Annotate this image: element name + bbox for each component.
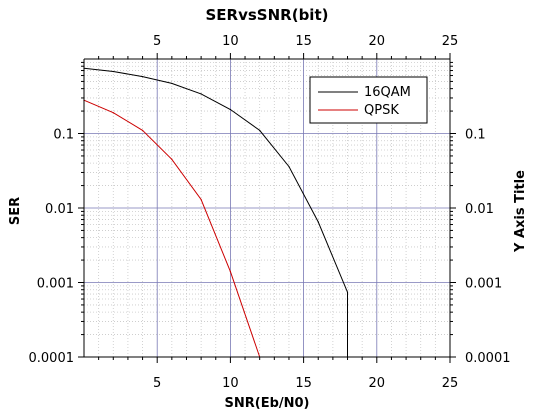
data-point-qpsk [112, 112, 114, 114]
y-tick-label-left: 0.001 [37, 277, 74, 292]
data-point-16qam [259, 129, 261, 132]
data-point-qpsk [141, 129, 144, 132]
x-tick-label-bottom: 10 [222, 376, 239, 391]
series-line-qpsk [83, 99, 261, 358]
x-tick-label-top: 20 [369, 34, 386, 49]
x-tick-label-bottom: 25 [442, 376, 459, 391]
x-tick-label-top: 25 [442, 34, 459, 49]
legend-label-16qam: 16QAM [364, 85, 411, 100]
y-tick-label-left: 0.1 [53, 128, 74, 143]
x-tick-label-bottom: 5 [153, 376, 161, 391]
legend: 16QAM QPSK [309, 76, 428, 124]
legend-label-qpsk: QPSK [364, 103, 399, 118]
y-tick-label-left: 0.01 [45, 202, 74, 217]
data-point-16qam [141, 76, 144, 78]
y-tick-label-left: 0.0001 [29, 351, 75, 366]
x-tick-label-top: 5 [153, 34, 161, 49]
legend-box [309, 76, 428, 124]
data-point-qpsk [229, 271, 231, 273]
x-tick-label-bottom: 15 [295, 376, 312, 391]
y-axis-title: SER [8, 197, 23, 225]
x-tick-label-top: 15 [295, 34, 312, 49]
y-tick-label-right: 0.0001 [465, 351, 511, 366]
x-tick-label-top: 10 [222, 34, 239, 49]
chart-title: SERvsSNR(bit) [206, 6, 329, 24]
y-tick-label-right: 0.1 [465, 128, 486, 143]
y-tick-label-right: 0.01 [465, 202, 494, 217]
data-point-16qam [317, 221, 319, 223]
data-point-16qam [200, 93, 202, 95]
y2-axis-title: Y Axis Title [513, 170, 528, 253]
x-tick-label-bottom: 20 [369, 376, 386, 391]
data-point-16qam [112, 70, 114, 73]
data-point-qpsk [200, 198, 202, 201]
data-point-16qam [346, 291, 349, 293]
data-point-qpsk [171, 158, 173, 160]
data-point-16qam [171, 82, 173, 85]
axes: 5 5 10 10 15 15 20 20 25 25 0.0001 0.0001 0.001 0.001… [29, 34, 511, 391]
data-point-16qam [288, 165, 290, 168]
y-tick-label-right: 0.001 [465, 277, 502, 292]
data-point-16qam [229, 108, 231, 111]
x-axis-title: SNR(Eb/N0) [225, 396, 310, 411]
